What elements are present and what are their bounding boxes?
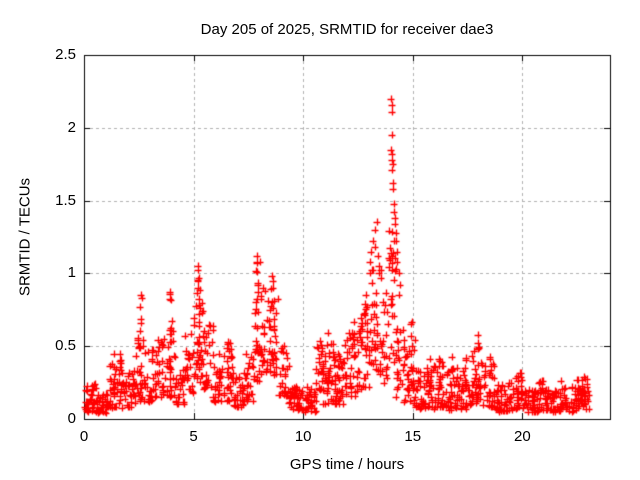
x-tick-labels: 0 5 10 15 20 xyxy=(0,429,640,447)
y-tick-label: 2.5 xyxy=(55,46,76,63)
x-tick-label: 10 xyxy=(294,428,312,445)
y-tick-label: 1 xyxy=(67,264,76,282)
chart-title: Day 205 of 2025, SRMTID for receiver dae… xyxy=(200,21,494,38)
y-tick-label: 2 xyxy=(67,118,76,136)
x-tick-label: 20 xyxy=(513,428,531,445)
x-tick-label: 5 xyxy=(189,428,198,445)
y-tick-label: 1.5 xyxy=(55,191,76,209)
x-axis-label: GPS time / hours xyxy=(289,456,405,473)
y-tick-label: 0 xyxy=(67,410,76,427)
x-tick-label: 0 xyxy=(79,428,89,445)
x-tick-label: 15 xyxy=(404,428,422,445)
y-tick-label: 0.5 xyxy=(55,337,76,355)
